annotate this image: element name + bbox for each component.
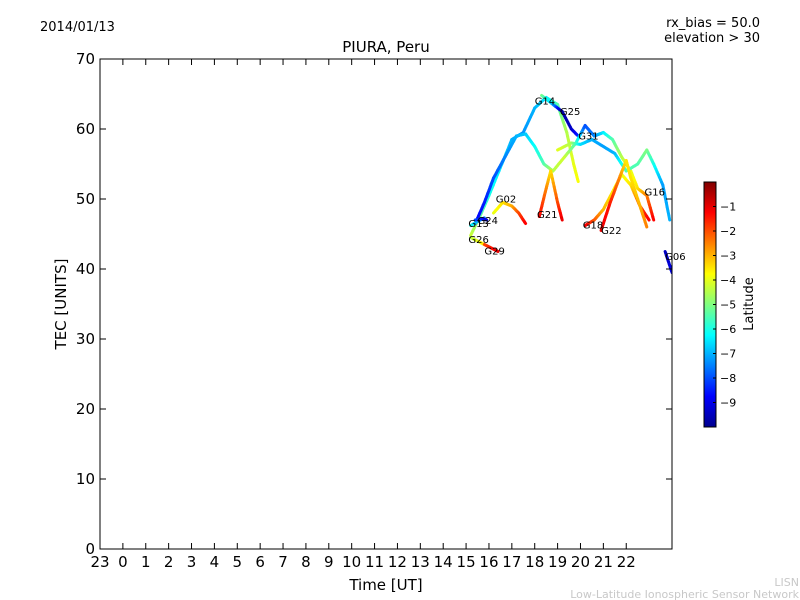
- x-tick-label: 4: [210, 553, 220, 571]
- y-axis-label: TEC [UNITS]: [52, 259, 70, 351]
- x-tick-label: 19: [548, 553, 567, 571]
- x-tick-label: 23: [90, 553, 109, 571]
- colorbar-tick-label: −7: [720, 348, 736, 361]
- series-layer: [469, 93, 672, 274]
- x-tick-label: 18: [525, 553, 544, 571]
- y-tick-label: 60: [76, 120, 95, 138]
- x-tick-label: 11: [365, 553, 384, 571]
- series-G24: [473, 217, 489, 222]
- satellite-label-G31: G31: [578, 132, 598, 143]
- satellite-label-G29: G29: [484, 246, 504, 257]
- x-tick-label: 8: [301, 553, 311, 571]
- series-G02-segment: [523, 220, 528, 225]
- y-tick-label: 0: [85, 540, 95, 558]
- credit-lisn: LISN: [774, 576, 799, 589]
- series-G14-segment: [576, 177, 580, 183]
- x-tick-label: 3: [187, 553, 197, 571]
- series-G31-segment: [651, 215, 656, 222]
- series-G29: [482, 243, 500, 253]
- x-tick-label: 21: [594, 553, 613, 571]
- satellite-label-G25: G25: [560, 107, 580, 118]
- x-tick-label: 14: [434, 553, 453, 571]
- series-G02: [492, 201, 528, 225]
- colorbar-tick-label: −3: [720, 250, 736, 263]
- x-tick-label: 10: [342, 553, 361, 571]
- satellite-label-G26: G26: [468, 235, 488, 246]
- series-G25: [540, 93, 580, 138]
- x-tick-label: 2: [164, 553, 174, 571]
- colorbar-ticks: −1 −2 −3 −4 −5 −6 −7 −8 −9: [713, 201, 736, 410]
- y-tick-label: 20: [76, 400, 95, 418]
- colorbar-tick-label: −6: [720, 323, 736, 336]
- x-tick-label: 13: [411, 553, 430, 571]
- x-tick-label: 22: [617, 553, 636, 571]
- x-tick-label: 15: [457, 553, 476, 571]
- x-axis-ticks: 23 0 1 2 3 4 5 6 7 8 9 10 11 12 13 14 15 16 17 18 19 20 21 22: [90, 59, 636, 571]
- series-G16: [556, 138, 672, 222]
- date-label: 2014/01/13: [40, 20, 115, 35]
- colorbar-label: Latitude: [742, 277, 757, 331]
- rx-bias-label: rx_bias = 50.0: [666, 16, 760, 31]
- satellite-label-G02: G02: [496, 195, 516, 206]
- satellite-label-G16: G16: [645, 188, 665, 199]
- x-tick-label: 16: [479, 553, 498, 571]
- plot-area: [99, 58, 673, 550]
- series-G21: [537, 169, 564, 222]
- satellite-label-G06: G06: [665, 252, 685, 263]
- x-tick-label: 20: [571, 553, 590, 571]
- satellite-label-G13: G13: [468, 219, 488, 230]
- satellite-label-G21: G21: [537, 210, 557, 221]
- x-tick-label: 17: [502, 553, 521, 571]
- satellite-label-G14: G14: [535, 97, 555, 108]
- y-tick-label: 70: [76, 50, 95, 68]
- x-tick-label: 5: [233, 553, 243, 571]
- y-tick-label: 50: [76, 190, 95, 208]
- x-tick-label: 7: [278, 553, 288, 571]
- series-G16-segment: [667, 214, 672, 222]
- series-G18-segment: [646, 216, 651, 222]
- colorbar-tick-label: −8: [720, 372, 736, 385]
- x-tick-label: 0: [118, 553, 128, 571]
- chart-title: PIURA, Peru: [342, 38, 429, 56]
- y-tick-label: 30: [76, 330, 95, 348]
- x-tick-label: 12: [388, 553, 407, 571]
- x-tick-label: 6: [255, 553, 265, 571]
- x-tick-label: 1: [141, 553, 151, 571]
- series-G31: [473, 124, 656, 225]
- satellite-label-G18: G18: [583, 220, 603, 231]
- series-G22: [599, 159, 649, 232]
- series-G21-segment: [560, 216, 564, 222]
- y-tick-label: 10: [76, 470, 95, 488]
- y-axis-ticks: 0 10 20 30 40 50 60 70: [76, 50, 672, 558]
- satellite-label-G22: G22: [601, 226, 621, 237]
- elevation-label: elevation > 30: [664, 31, 760, 46]
- colorbar-tick-label: −1: [720, 201, 736, 214]
- colorbar-tick-label: −4: [720, 274, 736, 287]
- y-tick-label: 40: [76, 260, 95, 278]
- colorbar-tick-label: −9: [720, 397, 736, 410]
- x-tick-label: 9: [324, 553, 334, 571]
- x-axis-label: Time [UT]: [348, 576, 422, 594]
- credit-network: Low-Latitude Ionospheric Sensor Network: [570, 588, 799, 600]
- colorbar-tick-label: −2: [720, 225, 736, 238]
- series-G22-segment: [644, 222, 649, 229]
- satellite-label-G24: G24: [478, 216, 498, 227]
- colorbar-tick-label: −5: [720, 299, 736, 312]
